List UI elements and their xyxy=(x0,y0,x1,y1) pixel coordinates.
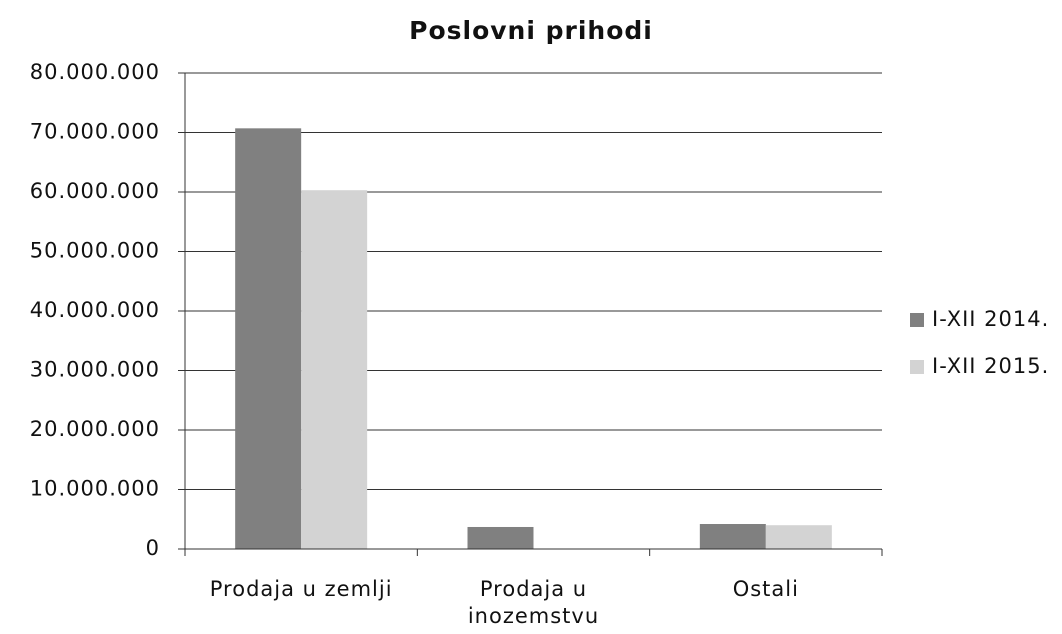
y-tick-label: 0 xyxy=(146,536,160,560)
bar xyxy=(235,128,302,549)
y-tick-label: 50.000.000 xyxy=(30,239,160,263)
legend-label: I-XII 2014. xyxy=(932,307,1049,331)
y-tick-label: 60.000.000 xyxy=(30,179,160,203)
y-tick-label: 20.000.000 xyxy=(30,417,160,441)
legend-label: I-XII 2015. xyxy=(932,354,1049,378)
bar xyxy=(467,526,534,549)
bar xyxy=(301,190,368,549)
bar xyxy=(765,525,832,549)
x-tick-label: Prodaja u zemlji xyxy=(209,577,393,601)
y-tick-label: 80.000.000 xyxy=(30,60,160,84)
chart-title: Poslovni prihodi xyxy=(409,16,653,45)
y-tick-label: 70.000.000 xyxy=(30,120,160,144)
y-tick-label: 30.000.000 xyxy=(30,358,160,382)
y-tick-label: 40.000.000 xyxy=(30,298,160,322)
legend-swatch xyxy=(910,360,924,374)
x-tick-label: Prodaja u inozemstvu xyxy=(467,577,600,628)
x-tick-label: Ostali xyxy=(732,577,799,601)
bar xyxy=(699,524,766,549)
y-tick-label: 10.000.000 xyxy=(30,477,160,501)
legend-swatch xyxy=(910,313,924,327)
